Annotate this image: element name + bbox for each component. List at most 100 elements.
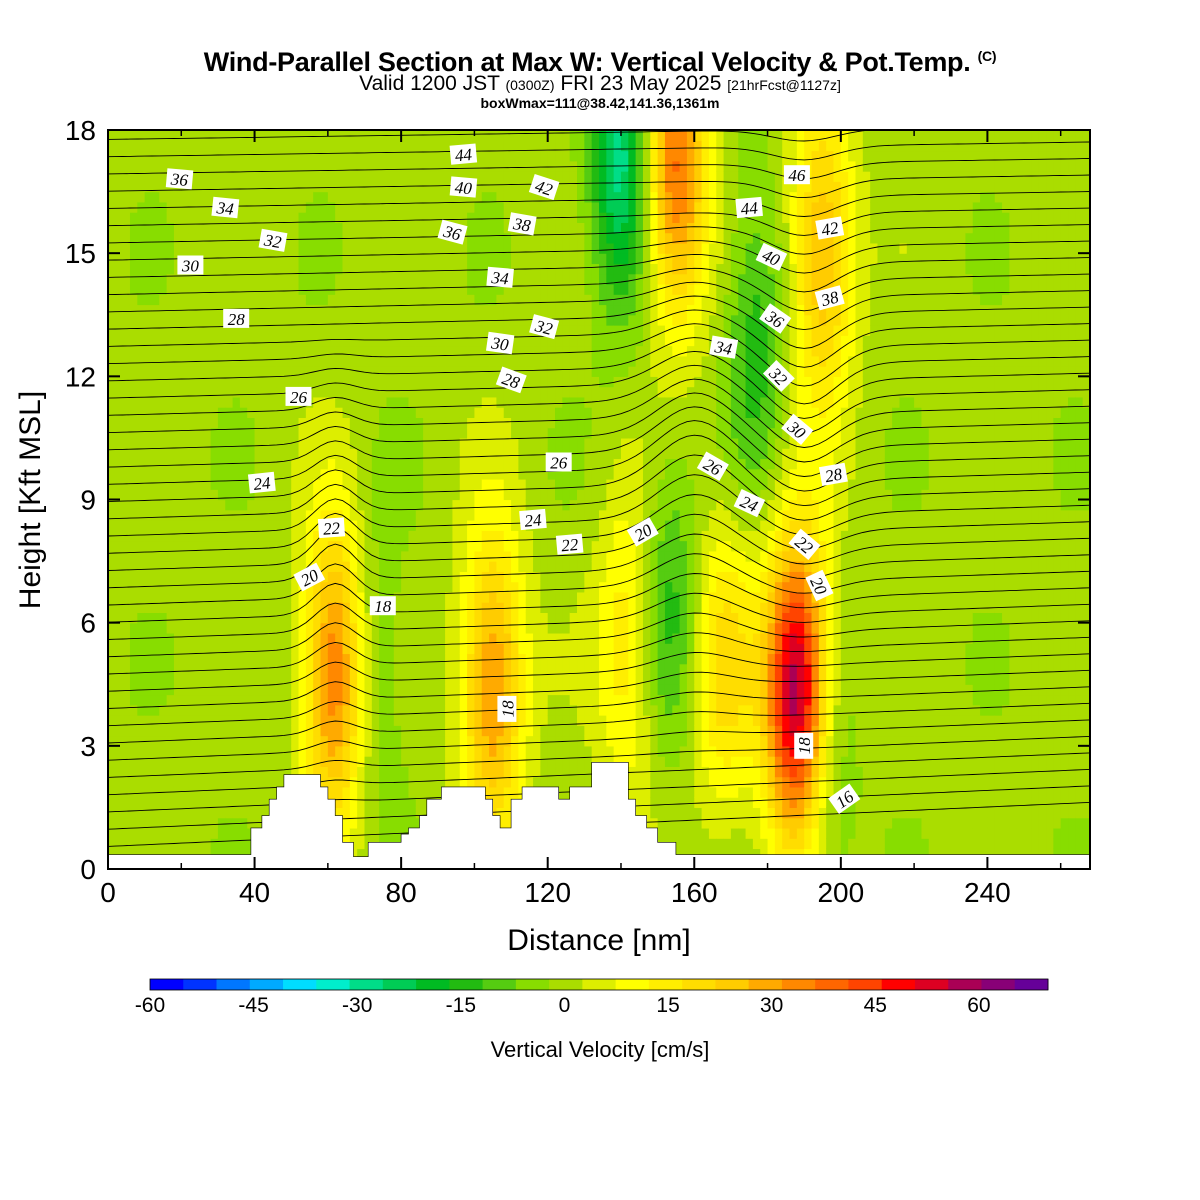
velocity-cell (577, 694, 585, 706)
velocity-cell (195, 612, 204, 624)
velocity-cell (225, 694, 234, 706)
velocity-cell (210, 242, 219, 254)
velocity-cell (379, 735, 388, 747)
velocity-cell (467, 735, 476, 747)
velocity-cell (129, 345, 138, 357)
velocity-cell (335, 201, 344, 213)
velocity-cell (195, 735, 204, 747)
velocity-cell (151, 386, 160, 398)
velocity-cell (298, 540, 307, 552)
velocity-cell (591, 704, 600, 716)
velocity-cell (408, 181, 417, 193)
velocity-cell (467, 130, 476, 141)
velocity-cell (261, 766, 270, 778)
velocity-cell (415, 253, 424, 265)
velocity-cell (335, 704, 344, 716)
velocity-cell (415, 694, 424, 706)
velocity-cell (459, 345, 468, 357)
velocity-cell (305, 766, 314, 778)
velocity-cell (518, 581, 527, 593)
velocity-cell (467, 540, 476, 552)
velocity-cell (115, 253, 124, 265)
velocity-cell (232, 684, 241, 696)
velocity-cell (569, 130, 578, 141)
velocity-cell (577, 643, 585, 655)
velocity-cell (108, 242, 116, 254)
velocity-cell (305, 171, 314, 182)
velocity-cell (569, 345, 578, 357)
velocity-cell (195, 715, 204, 726)
velocity-cell (562, 386, 571, 398)
velocity-cell (151, 212, 160, 223)
velocity-cell (247, 427, 256, 439)
velocity-cell (327, 437, 336, 449)
velocity-cell (129, 550, 138, 562)
velocity-cell (591, 191, 600, 203)
velocity-cell (217, 437, 226, 449)
velocity-cell (276, 140, 285, 152)
velocity-cell (232, 366, 241, 377)
velocity-cell (408, 489, 417, 501)
velocity-cell (210, 725, 219, 737)
velocity-cell (151, 766, 160, 778)
velocity-cell (217, 140, 226, 152)
velocity-cell (606, 653, 615, 665)
velocity-cell (415, 160, 424, 172)
velocity-cell (445, 561, 454, 572)
velocity-cell (525, 561, 534, 572)
velocity-cell (371, 561, 380, 572)
velocity-cell (467, 704, 476, 716)
velocity-cell (144, 786, 153, 798)
velocity-cell (401, 458, 410, 470)
velocity-cell (291, 232, 300, 244)
velocity-cell (129, 735, 138, 747)
velocity-cell (408, 478, 417, 490)
velocity-cell (342, 632, 351, 644)
velocity-cell (225, 437, 234, 449)
velocity-cell (569, 694, 578, 706)
velocity-cell (195, 345, 204, 357)
velocity-cell (408, 294, 417, 306)
velocity-cell (108, 756, 116, 767)
velocity-cell (459, 304, 468, 316)
velocity-cell (401, 355, 410, 367)
velocity-cell (320, 417, 329, 429)
velocity-cell (195, 540, 204, 552)
velocity-cell (144, 745, 153, 757)
velocity-cell (313, 632, 322, 644)
velocity-cell (467, 253, 476, 265)
velocity-cell (327, 325, 336, 336)
velocity-cell (195, 807, 204, 819)
velocity-cell (129, 725, 138, 737)
velocity-cell (129, 294, 138, 306)
velocity-cell (181, 478, 190, 490)
velocity-cell (181, 232, 190, 244)
velocity-cell (115, 407, 124, 418)
velocity-cell (115, 294, 124, 306)
velocity-cell (518, 283, 527, 295)
velocity-cell (430, 663, 439, 675)
velocity-cell (247, 530, 256, 542)
velocity-cell (525, 366, 534, 377)
velocity-cell (320, 222, 329, 234)
velocity-cell (261, 201, 270, 213)
velocity-cell (232, 273, 241, 285)
velocity-cell (291, 489, 300, 501)
velocity-cell (569, 242, 578, 254)
velocity-cell (129, 838, 138, 850)
velocity-cell (415, 663, 424, 675)
velocity-cell (518, 386, 527, 398)
velocity-cell (371, 612, 380, 624)
velocity-cell (217, 653, 226, 665)
velocity-cell (159, 386, 168, 398)
velocity-cell (137, 242, 146, 254)
velocity-cell (291, 140, 300, 152)
velocity-cell (415, 201, 424, 213)
velocity-cell (327, 786, 336, 798)
velocity-cell (569, 181, 578, 193)
velocity-cell (254, 396, 263, 408)
velocity-cell (144, 622, 153, 634)
velocity-cell (115, 848, 124, 860)
velocity-cell (408, 222, 417, 234)
velocity-cell (445, 407, 454, 418)
